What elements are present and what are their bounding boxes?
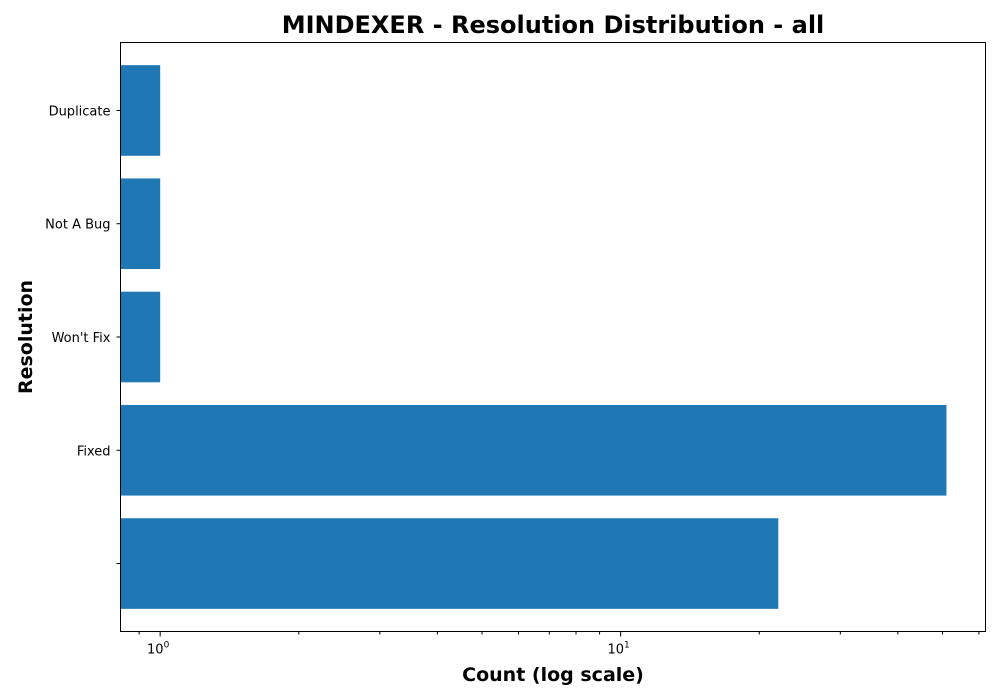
bar-2 <box>120 291 161 383</box>
x-tick-label-0: 100 <box>147 641 170 658</box>
bar-1 <box>120 404 947 496</box>
y-axis-label: Resolution <box>15 280 37 394</box>
bar-4 <box>120 65 161 156</box>
y-tick-label-1: Fixed <box>77 444 111 459</box>
bars-group <box>120 65 947 609</box>
x-axis-label: Count (log scale) <box>462 664 644 686</box>
y-axis-ticks: Fixed Won't Fix Not A Bug Duplicate <box>45 104 121 565</box>
x-tick-label-1: 101 <box>607 641 629 658</box>
y-tick-label-3: Not A Bug <box>45 218 110 233</box>
y-tick-label-2: Won't Fix <box>52 331 111 346</box>
bar-0 <box>120 518 779 609</box>
chart-title: MINDEXER - Resolution Distribution - all <box>282 11 825 39</box>
y-tick-label-4: Duplicate <box>49 104 111 119</box>
x-axis-ticks: 100 101 <box>138 631 980 658</box>
bar-3 <box>120 178 161 270</box>
